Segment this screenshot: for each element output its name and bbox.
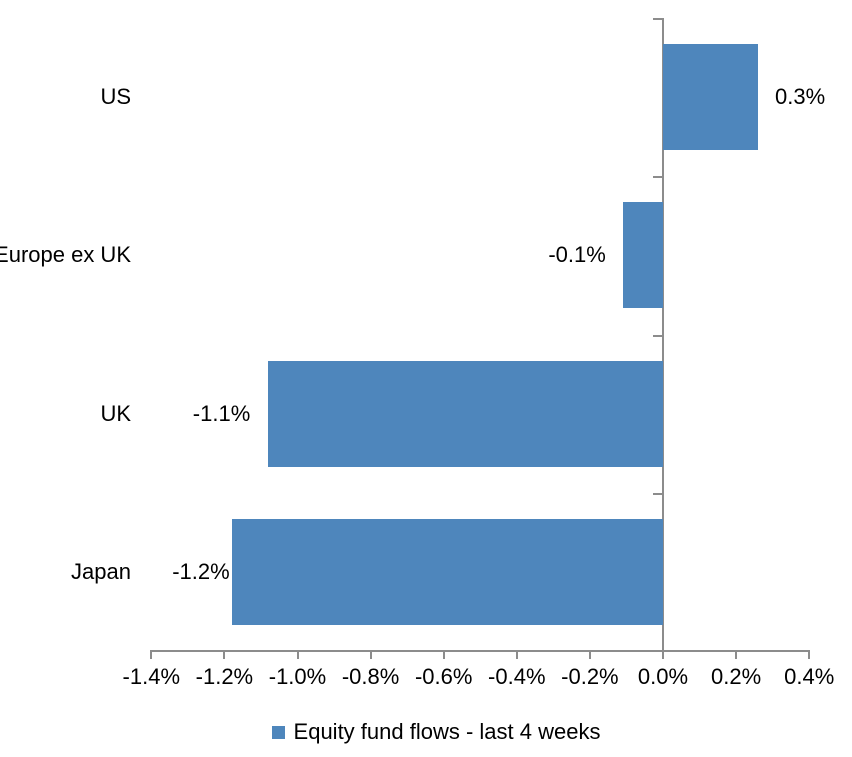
x-axis-tick-label: -1.4% <box>122 664 181 689</box>
x-axis-tick-label: -0.6% <box>414 664 473 689</box>
x-axis-tick-label: -0.8% <box>341 664 400 689</box>
x-axis-tick-label: 0.0% <box>637 664 689 689</box>
x-axis-tick-label: 0.2% <box>711 664 762 689</box>
x-axis-tick <box>223 651 226 659</box>
x-axis-tick-label: -0.2% <box>561 664 619 689</box>
data-label: -1.2% <box>172 559 230 584</box>
category-label: Europe ex UK <box>0 242 131 267</box>
x-axis-tick <box>369 651 372 659</box>
legend-marker-swatch <box>271 725 285 739</box>
x-axis-tick-label: 0.4% <box>784 664 835 689</box>
x-axis-tick-label: -1.0% <box>268 664 327 689</box>
category-label: Japan <box>71 559 131 584</box>
category-label: US <box>100 84 131 109</box>
x-axis-tick <box>662 651 664 659</box>
x-axis-tick <box>442 651 445 659</box>
x-axis-line <box>150 650 811 652</box>
category-axis-tick <box>653 492 663 495</box>
zero-value-axis-line <box>662 18 664 659</box>
x-axis-tick-label: -0.4% <box>488 664 546 689</box>
x-axis-tick <box>808 651 811 659</box>
bar-uk <box>268 361 663 467</box>
bar-europe-ex-uk <box>622 202 663 308</box>
data-label: 0.3% <box>775 84 826 109</box>
x-axis-tick <box>296 651 299 659</box>
x-axis-tick <box>588 651 591 659</box>
data-label: -0.1% <box>548 242 606 267</box>
bar-japan <box>231 519 663 625</box>
x-axis-tick <box>515 651 518 659</box>
x-axis-tick <box>735 651 738 659</box>
legend: Equity fund flows - last 4 weeks <box>10 716 852 748</box>
category-axis-tick <box>653 176 663 179</box>
category-label: UK <box>100 401 131 426</box>
category-axis-tick <box>653 334 663 337</box>
x-axis-tick <box>150 651 153 659</box>
legend-series-label: Equity fund flows - last 4 weeks <box>293 719 601 744</box>
category-axis-tick <box>653 18 663 20</box>
bar-us <box>663 44 759 150</box>
x-axis-tick-label: -1.2% <box>195 664 254 689</box>
data-label: -1.1% <box>192 401 251 426</box>
